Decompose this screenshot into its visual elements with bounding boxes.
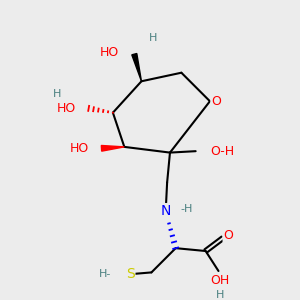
Polygon shape [132, 53, 141, 81]
Text: S: S [126, 267, 134, 281]
Polygon shape [101, 146, 124, 151]
Text: N: N [160, 204, 171, 218]
Text: OH: OH [210, 274, 230, 287]
Text: O-H: O-H [210, 145, 234, 158]
Text: HO: HO [99, 46, 119, 59]
Text: H-: H- [99, 269, 112, 279]
Text: O: O [211, 95, 221, 108]
Text: O: O [224, 229, 233, 242]
Text: H: H [53, 89, 61, 99]
Text: H: H [216, 290, 224, 300]
Text: -H: -H [181, 204, 193, 214]
Text: HO: HO [57, 102, 76, 115]
Text: HO: HO [69, 142, 89, 155]
Text: H: H [149, 34, 157, 44]
